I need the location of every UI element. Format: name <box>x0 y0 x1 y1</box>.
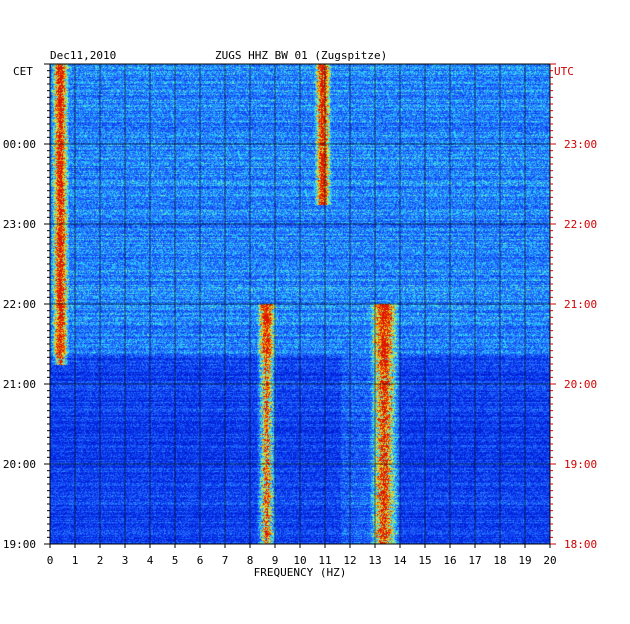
x-tick-label: 0 <box>47 554 54 567</box>
x-tick-label: 9 <box>272 554 279 567</box>
tick-marks <box>44 63 556 548</box>
x-tick-label: 5 <box>172 554 179 567</box>
x-tick-label: 1 <box>72 554 79 567</box>
x-tick-label: 3 <box>122 554 129 567</box>
y-tick-label-utc: 21:00 <box>564 298 597 311</box>
x-tick-label: 14 <box>393 554 407 567</box>
y-tick-labels-cet: 19:00 20:00 21:00 22:00 23:00 00:00 <box>3 138 36 551</box>
y-tick-label-utc: 20:00 <box>564 378 597 391</box>
x-axis-title: FREQUENCY (HZ) <box>254 566 347 579</box>
y-tick-label-utc: 19:00 <box>564 458 597 471</box>
y-tick-label-cet: 21:00 <box>3 378 36 391</box>
x-tick-label: 6 <box>197 554 204 567</box>
x-tick-label: 8 <box>247 554 254 567</box>
x-tick-label: 12 <box>343 554 356 567</box>
x-tick-labels: 0 1 2 3 4 5 6 7 8 9 10 11 12 13 14 15 16 17 18 19 20 <box>47 554 557 567</box>
x-tick-label: 18 <box>493 554 506 567</box>
y-tick-label-utc: 22:00 <box>564 218 597 231</box>
x-tick-label: 10 <box>293 554 306 567</box>
x-tick-label: 16 <box>443 554 456 567</box>
x-tick-label: 2 <box>97 554 104 567</box>
y-tick-label-cet: 20:00 <box>3 458 36 471</box>
y-tick-labels-utc: 18:00 19:00 20:00 21:00 22:00 23:00 <box>564 138 597 551</box>
x-tick-label: 20 <box>543 554 556 567</box>
x-tick-label: 7 <box>222 554 229 567</box>
x-tick-label: 13 <box>368 554 381 567</box>
utc-label: UTC <box>554 65 574 78</box>
y-tick-label-cet: 23:00 <box>3 218 36 231</box>
x-tick-label: 17 <box>468 554 481 567</box>
x-tick-label: 15 <box>418 554 431 567</box>
y-tick-label-utc: 18:00 <box>564 538 597 551</box>
x-tick-label: 4 <box>147 554 154 567</box>
cet-label: CET <box>13 65 33 78</box>
chart-grid <box>50 64 550 544</box>
x-tick-label: 19 <box>518 554 531 567</box>
x-tick-label: 11 <box>318 554 331 567</box>
y-tick-label-cet: 19:00 <box>3 538 36 551</box>
y-tick-label-utc: 23:00 <box>564 138 597 151</box>
y-tick-label-cet: 00:00 <box>3 138 36 151</box>
station-title: ZUGS HHZ BW 01 (Zugspitze) <box>215 49 388 62</box>
date-label: Dec11,2010 <box>50 49 117 62</box>
y-tick-label-cet: 22:00 <box>3 298 36 311</box>
